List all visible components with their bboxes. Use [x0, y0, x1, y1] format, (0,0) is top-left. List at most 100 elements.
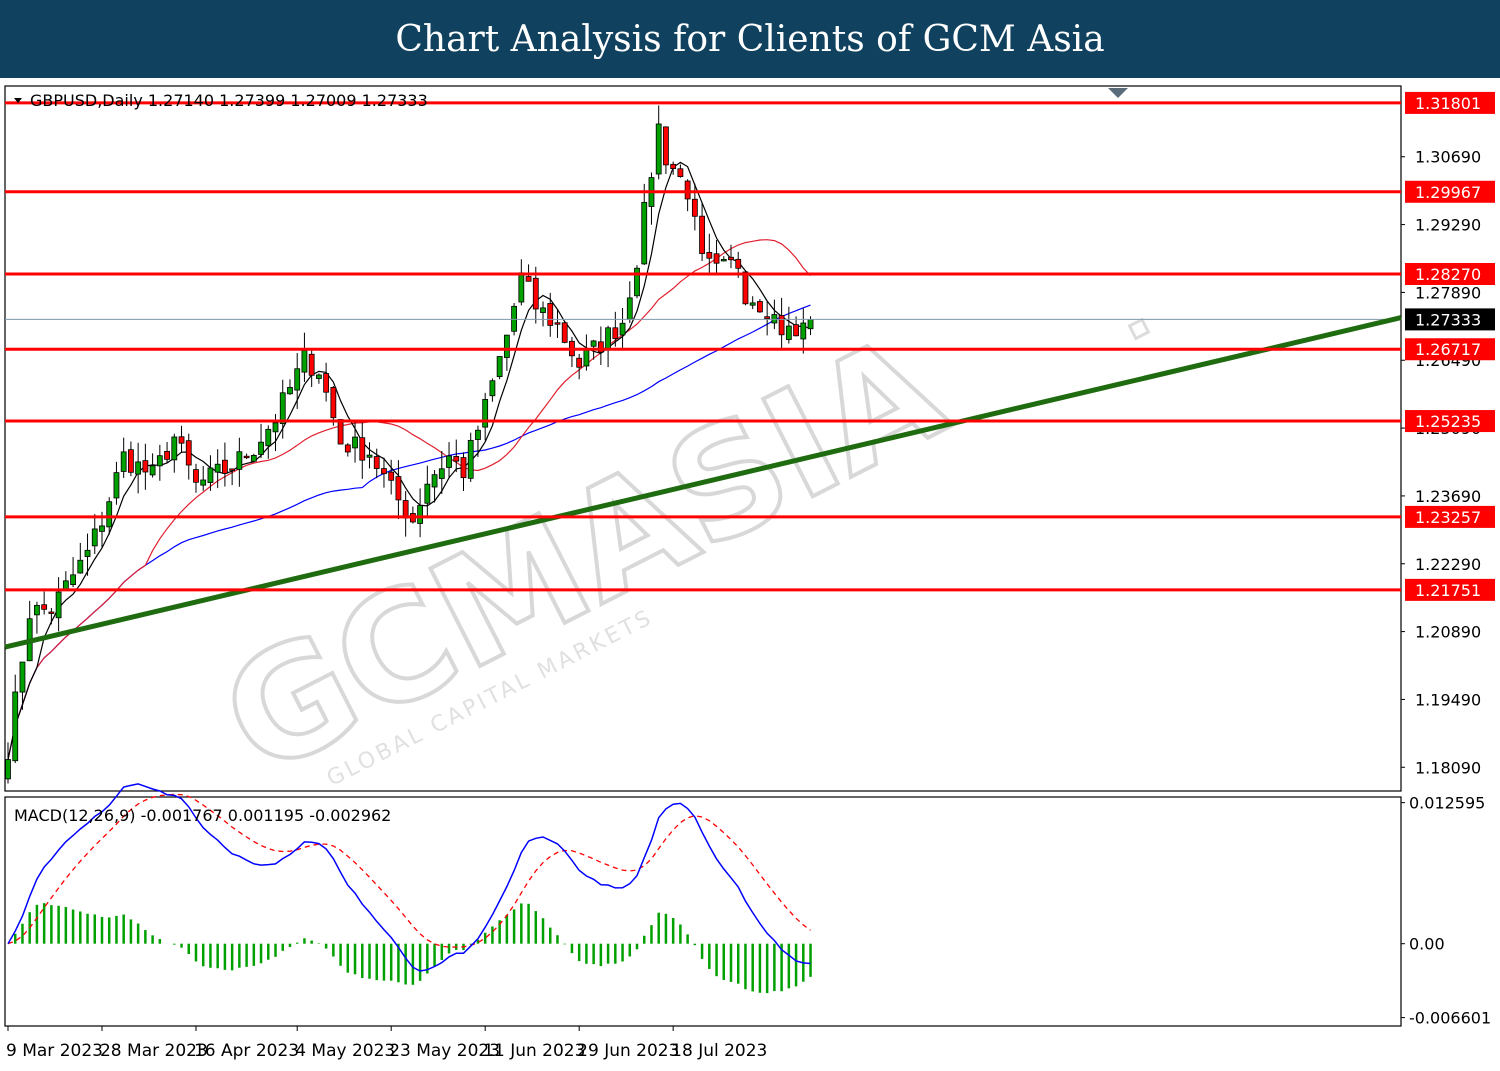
candle-body	[612, 327, 619, 339]
candle-body	[236, 451, 243, 470]
macd-signal-line	[7, 793, 811, 948]
level-label-box	[1405, 505, 1495, 528]
macd-y-tick-label-0: 0.012595	[1409, 794, 1485, 813]
candle-body	[41, 604, 48, 610]
candle-body	[99, 525, 105, 532]
candle-body	[142, 460, 149, 473]
price-plot-frame	[4, 85, 1402, 792]
level-label-3: 1.26717	[1415, 340, 1481, 359]
level-label-box	[1405, 410, 1495, 433]
candle-body	[287, 387, 293, 395]
macd-y-tick-label-2: -0.006601	[1409, 1009, 1491, 1028]
candle-body	[265, 428, 272, 447]
candle-body	[503, 334, 510, 358]
candles	[5, 105, 814, 784]
candle-body	[250, 454, 257, 462]
level-label-0: 1.31801	[1415, 94, 1481, 113]
candle-body	[728, 256, 734, 261]
candle-body	[605, 327, 611, 350]
candle-body	[193, 469, 199, 483]
candle-body	[221, 459, 228, 474]
level-label-box	[1405, 263, 1495, 285]
candle-body	[446, 455, 452, 468]
candle-body	[77, 559, 84, 574]
level-label-box	[1405, 91, 1495, 114]
level-label-5: 1.23257	[1415, 508, 1481, 527]
candle-body	[684, 180, 691, 200]
candle-body	[438, 468, 445, 479]
y-tick-label-8: 1.19490	[1415, 690, 1481, 709]
candle-body	[149, 465, 156, 476]
candle-body	[214, 463, 221, 473]
level-label-2: 1.28270	[1415, 265, 1481, 284]
candle-body	[475, 429, 481, 440]
candle-body	[70, 574, 76, 586]
candle-body	[626, 297, 633, 320]
candle-body	[337, 419, 344, 445]
macd-plot-frame	[4, 796, 1402, 1027]
x-tick-label-6: 29 Jun 2023	[577, 1041, 679, 1061]
symbol-dropdown-icon	[14, 98, 22, 103]
candle-body	[785, 325, 792, 340]
candle-body	[352, 436, 358, 449]
candle-body	[583, 349, 590, 367]
candle-body	[713, 253, 720, 264]
candle-body	[113, 472, 120, 499]
candle-body	[178, 436, 185, 444]
y-tick-label-9: 1.18090	[1415, 758, 1481, 777]
candle-body	[431, 474, 438, 488]
y-tick-label-5: 1.23690	[1415, 487, 1481, 506]
candle-body	[381, 468, 387, 475]
candle-body	[547, 303, 554, 326]
candle-body	[315, 374, 322, 379]
candle-body	[12, 691, 19, 762]
candle-body	[453, 456, 460, 462]
candle-body	[706, 252, 713, 259]
price-panel: 1.306901.292901.278901.264901.250901.236…	[4, 85, 1495, 792]
candle-body	[655, 123, 662, 175]
candle-body	[757, 301, 763, 313]
y-tick-label-6: 1.22290	[1415, 555, 1481, 574]
candle-body	[417, 505, 424, 524]
macd-y-tick-label-1: 0.00	[1409, 935, 1445, 954]
candle-body	[323, 373, 330, 393]
candle-body	[597, 341, 604, 353]
candle-body	[207, 467, 214, 483]
y-tick-label-0: 1.30690	[1415, 148, 1481, 167]
candle-body	[294, 368, 301, 391]
candle-body	[663, 126, 669, 166]
candle-body	[525, 276, 532, 282]
level-label-box	[1405, 578, 1495, 601]
candle-body	[576, 357, 583, 368]
current-price-box	[1405, 308, 1495, 331]
macd-histogram	[13, 903, 812, 994]
candle-body	[800, 322, 807, 340]
candle-body	[699, 215, 705, 254]
candle-body	[590, 340, 597, 347]
candle-body	[48, 611, 55, 614]
candle-body	[106, 501, 113, 528]
x-tick-label-3: 4 May 2023	[295, 1041, 395, 1061]
candle-body	[749, 302, 756, 306]
candle-body	[540, 307, 546, 313]
candle-body	[164, 450, 170, 460]
candle-body	[496, 356, 503, 378]
candle-body	[279, 392, 286, 425]
candle-body	[518, 272, 525, 303]
candle-body	[807, 319, 814, 330]
candle-body	[467, 439, 474, 479]
candle-body	[634, 267, 640, 297]
x-tick-label-7: 18 Jul 2023	[671, 1041, 767, 1061]
header-banner: Chart Analysis for Clients of GCM Asia	[0, 0, 1500, 78]
candle-body	[128, 449, 134, 473]
y-tick-label-1: 1.29290	[1415, 216, 1481, 235]
candle-body	[489, 380, 496, 397]
candle-body	[272, 422, 279, 433]
candle-body	[19, 661, 26, 693]
candle-body	[258, 441, 264, 455]
trendline-line	[4, 315, 1402, 650]
trendline	[4, 315, 1402, 650]
candle-body	[619, 322, 626, 336]
